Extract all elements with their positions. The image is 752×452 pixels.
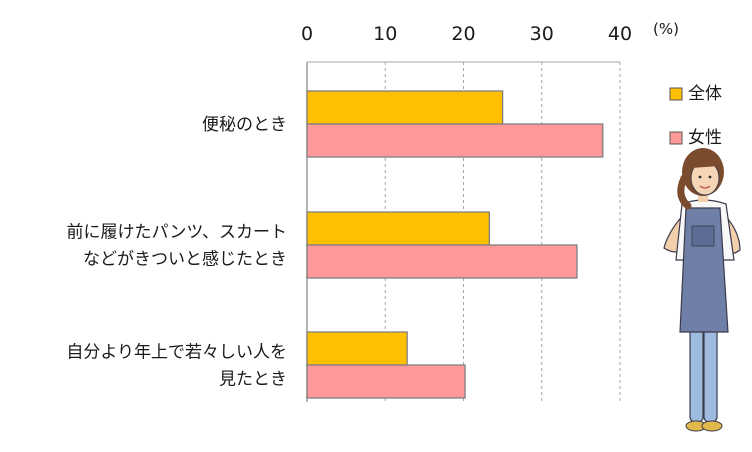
bar-2-all	[306, 211, 490, 246]
category-label-2-line-1: 前に履けたパンツ、スカート	[67, 223, 288, 243]
tick-labels: 0 10 20 30 40	[301, 23, 632, 45]
bar-3-female	[306, 364, 466, 399]
tick-label-30: 30	[530, 23, 554, 45]
bars	[306, 90, 604, 399]
category-label-1-line-1: 便秘のとき	[202, 115, 287, 135]
tick-label-40: 40	[608, 23, 632, 45]
tick-label-20: 20	[451, 23, 475, 45]
legend-swatch-1	[669, 87, 683, 101]
category-label-2-line-2: などがきついと感じたとき	[83, 250, 287, 270]
unit-label: (%)	[653, 20, 679, 38]
legend-label-1: 全体	[688, 84, 722, 104]
tick-label-10: 10	[373, 23, 397, 45]
tick-label-0: 0	[301, 23, 313, 45]
bar-3-all	[306, 331, 408, 366]
category-label-3-line-1: 自分より年上で若々しい人を	[66, 343, 287, 363]
woman-illustration	[663, 148, 741, 432]
bar-2-female	[306, 244, 578, 279]
bar-1-female	[306, 123, 604, 158]
bar-1-all	[306, 90, 504, 125]
category-label-3-line-2: 見たとき	[219, 370, 287, 390]
category-labels: 便秘のとき前に履けたパンツ、スカートなどがきついと感じたとき自分より年上で若々し…	[66, 115, 287, 390]
legend-swatch-2	[669, 131, 683, 145]
legend-label-2: 女性	[688, 128, 722, 148]
